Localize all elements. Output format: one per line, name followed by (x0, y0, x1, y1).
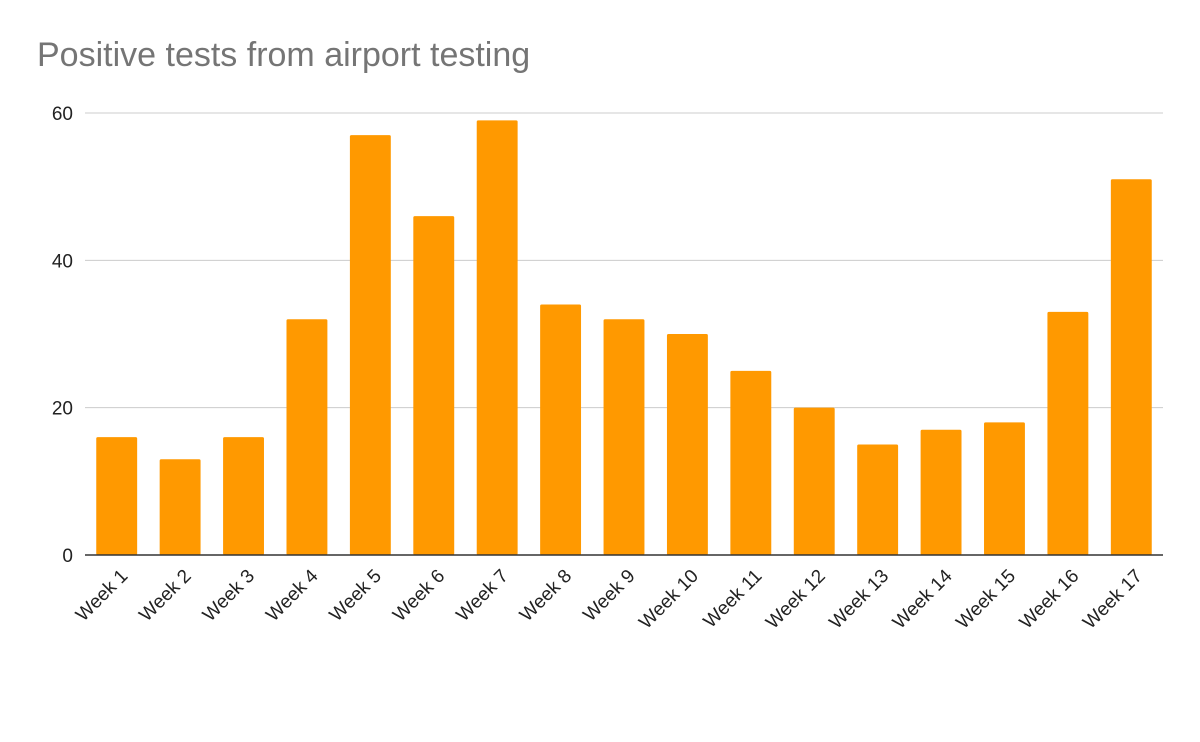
x-tick-label: Week 11 (700, 566, 767, 633)
x-tick-label: Week 13 (826, 566, 894, 634)
bar (540, 304, 582, 555)
x-tick-label: Week 6 (389, 566, 449, 626)
bar (286, 319, 328, 555)
bar (857, 444, 899, 555)
x-tick-label: Week 9 (579, 566, 639, 626)
x-tick-label: Week 16 (1016, 566, 1084, 634)
y-tick-labels: 0 20 40 60 (52, 104, 73, 567)
x-tick-label: Week 7 (453, 566, 513, 626)
bar (793, 407, 835, 555)
x-tick-label: Week 3 (199, 566, 259, 626)
bar (476, 120, 518, 555)
y-tick-label: 60 (52, 104, 73, 125)
bar (159, 459, 201, 555)
bar (666, 334, 708, 555)
x-tick-label: Week 14 (889, 565, 957, 633)
y-tick-label: 40 (52, 251, 73, 272)
bar (223, 437, 264, 555)
bar (1110, 179, 1152, 556)
bar (1047, 311, 1089, 555)
x-tick-label: Week 15 (952, 566, 1020, 634)
x-tick-label: Week 5 (326, 566, 386, 626)
bar (96, 437, 138, 555)
bar (984, 422, 1025, 555)
x-tick-label: Week 8 (516, 566, 576, 626)
chart-title: Positive tests from airport testing (37, 36, 531, 74)
x-tick-labels: Week 1 Week 2 Week 3 Week 4 Week 5 Week 6 Week… (72, 565, 1147, 633)
y-tick-label: 20 (52, 399, 73, 420)
bar (603, 319, 645, 555)
x-tick-label: Week 4 (262, 565, 322, 625)
x-tick-label: Week 1 (72, 566, 132, 626)
bar (730, 370, 772, 555)
y-tick-label: 0 (62, 546, 73, 567)
x-tick-label: Week 10 (635, 566, 703, 634)
x-tick-label: Week 12 (762, 566, 830, 634)
bars (96, 120, 1152, 556)
x-tick-label: Week 17 (1079, 566, 1147, 634)
bar (920, 429, 962, 555)
bar (349, 135, 391, 555)
x-tick-label: Week 2 (135, 566, 195, 626)
bar (413, 216, 455, 555)
